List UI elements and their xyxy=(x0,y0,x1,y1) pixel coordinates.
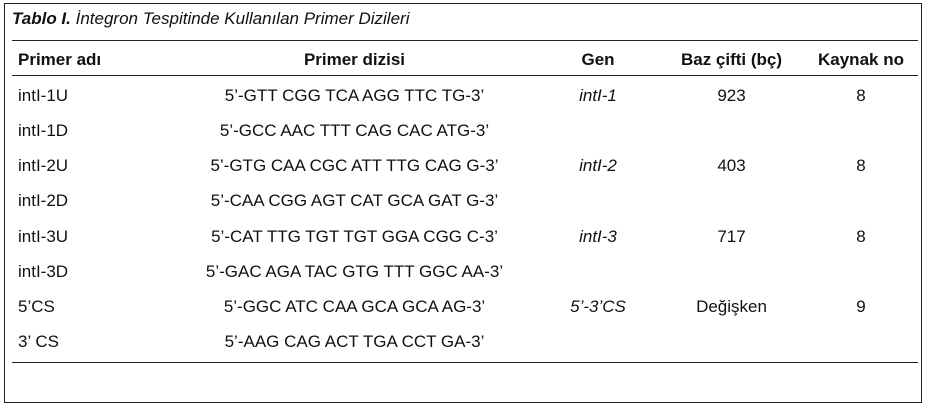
primer-sequence: 5’-GAC AGA TAC GTG TTT GGC AA-3’ xyxy=(205,262,504,281)
primer-sequence: 5’-AAG CAG ACT TGA CCT GA-3’ xyxy=(224,332,485,351)
table-header: Primer adı Primer dizisi Gen Baz çifti (… xyxy=(12,45,918,75)
primer-sequence: 5’-CAT TTG TGT TGT GGA CGG C-3’ xyxy=(211,227,498,246)
reference-no xyxy=(809,257,913,287)
table-row: intI-3U 5’-CAT TTG TGT TGT GGA CGG C-3’ … xyxy=(12,222,918,252)
table-row: intI-1U 5’-GTT CGG TCA AGG TTC TG-3’ int… xyxy=(12,81,918,111)
base-pairs: 923 xyxy=(717,86,746,105)
table-row: intI-1D 5’-GCC AAC TTT CAG CAC ATG-3’ xyxy=(12,116,918,146)
primer-sequence: 5’-GTG CAA CGC ATT TTG CAG G-3’ xyxy=(210,156,499,175)
base-pairs: Değişken xyxy=(696,297,767,316)
primer-name: intI-3U xyxy=(18,227,69,246)
header-reference: Kaynak no xyxy=(818,50,904,69)
gene: intI-3 xyxy=(579,227,617,246)
gene: 5’-3’CS xyxy=(570,297,626,316)
header-primer-name: Primer adı xyxy=(18,50,102,69)
primer-name: intI-3D xyxy=(18,262,69,281)
base-pairs: 717 xyxy=(717,227,746,246)
header-primer-sequence: Primer dizisi xyxy=(303,50,406,69)
table-row: intI-3D 5’-GAC AGA TAC GTG TTT GGC AA-3’ xyxy=(12,257,918,287)
gene xyxy=(542,257,654,287)
table-row: intI-2D 5’-CAA CGG AGT CAT GCA GAT G-3’ xyxy=(12,186,918,216)
table-row: 5’CS 5’-GGC ATC CAA GCA GCA AG-3’ 5’-3’C… xyxy=(12,292,918,322)
primer-name: 5’CS xyxy=(18,297,55,316)
caption-title: İntegron Tespitinde Kullanılan Primer Di… xyxy=(75,9,410,28)
primer-name: intI-1D xyxy=(18,121,69,140)
primer-name: intI-2U xyxy=(18,156,69,175)
header-base-pairs: Baz çifti (bç) xyxy=(680,50,783,69)
table-row: intI-2U 5’-GTG CAA CGC ATT TTG CAG G-3’ … xyxy=(12,151,918,181)
primer-sequence: 5’-GTT CGG TCA AGG TTC TG-3’ xyxy=(224,86,485,105)
base-pairs xyxy=(654,116,809,146)
base-pairs xyxy=(654,327,809,357)
table-row: 3’ CS 5’-AAG CAG ACT TGA CCT GA-3’ xyxy=(12,327,918,357)
gene: intI-2 xyxy=(579,156,617,175)
primer-name: 3’ CS xyxy=(18,332,59,351)
base-pairs: 403 xyxy=(717,156,746,175)
gene xyxy=(542,186,654,216)
reference-no xyxy=(809,186,913,216)
base-pairs xyxy=(654,186,809,216)
primer-sequence: 5’-GGC ATC CAA GCA GCA AG-3’ xyxy=(223,297,486,316)
reference-no xyxy=(809,327,913,357)
primer-name: intI-2D xyxy=(18,191,69,210)
table-caption: Tablo I. İntegron Tespitinde Kullanılan … xyxy=(12,9,409,29)
gene xyxy=(542,327,654,357)
gene: intI-1 xyxy=(579,86,617,105)
reference-no: 8 xyxy=(856,227,866,246)
table-frame xyxy=(4,3,922,403)
reference-no: 9 xyxy=(856,297,866,316)
reference-no: 8 xyxy=(856,156,866,175)
header-rule xyxy=(12,75,918,76)
bottom-rule xyxy=(12,362,918,363)
caption-label: Tablo I. xyxy=(12,9,71,28)
primer-sequence: 5’-CAA CGG AGT CAT GCA GAT G-3’ xyxy=(210,191,499,210)
primer-sequence: 5’-GCC AAC TTT CAG CAC ATG-3’ xyxy=(219,121,490,140)
top-rule xyxy=(12,40,918,41)
gene xyxy=(542,116,654,146)
header-gene: Gen xyxy=(581,50,615,69)
base-pairs xyxy=(654,257,809,287)
primer-name: intI-1U xyxy=(18,86,69,105)
reference-no: 8 xyxy=(856,86,866,105)
reference-no xyxy=(809,116,913,146)
